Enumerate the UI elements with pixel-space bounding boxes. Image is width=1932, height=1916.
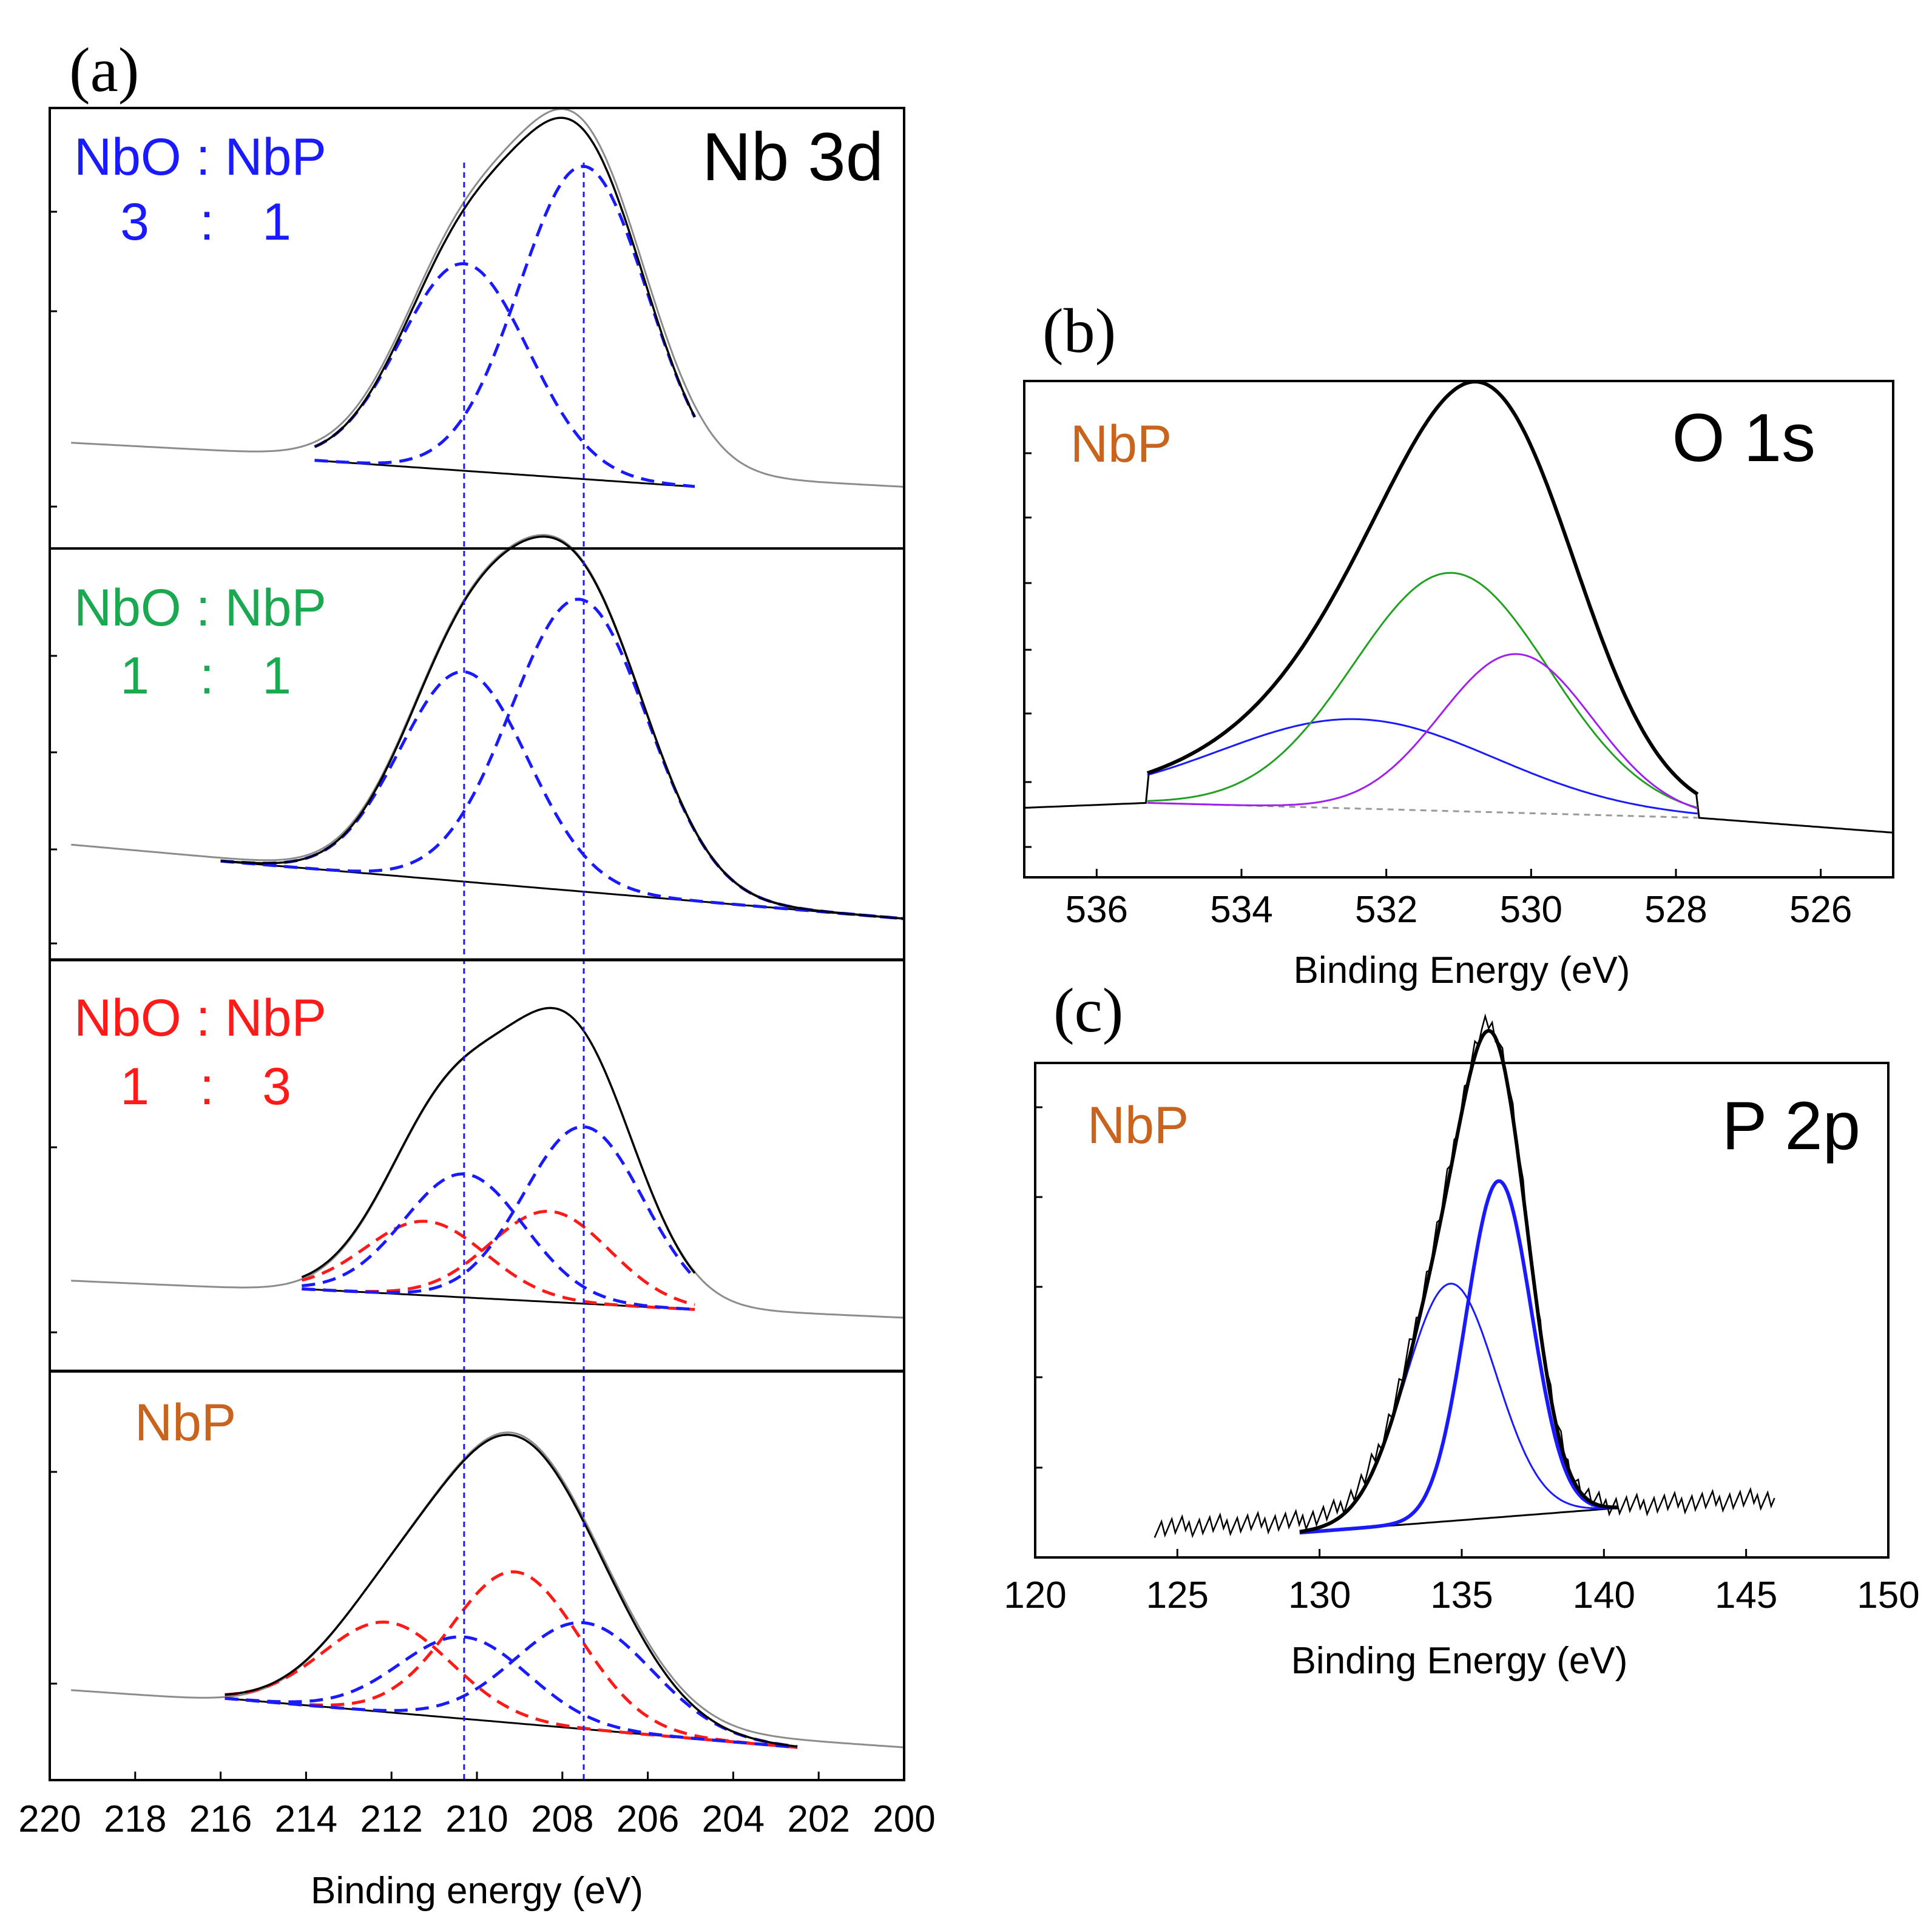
fit-component-thin: [1299, 1283, 1618, 1533]
subpanel-4-label: NbP: [135, 1394, 236, 1452]
panel-c-y-ticks: [1035, 1106, 1042, 1469]
panel-a-nb3d: (a) Nb 3d 220 218 216 214 212 210 208 206 204 202…: [18, 35, 935, 1912]
panel-b-x-tick-label: 530: [1500, 889, 1562, 931]
sample-label: NbP: [135, 1394, 236, 1452]
ratio-left: 1: [120, 1058, 149, 1116]
fit-component-blue: [302, 1125, 696, 1294]
panel-c-x-tick-label: 140: [1573, 1574, 1635, 1616]
fit-component-blue: [220, 670, 905, 920]
ratio-label-top: NbO : NbP: [74, 579, 326, 637]
ratio-sep: :: [200, 193, 214, 251]
panel-c-x-tick-label: 150: [1857, 1574, 1919, 1616]
fit-component-blue: [225, 1635, 798, 1749]
panel-b-x-tick-label: 528: [1644, 889, 1707, 931]
panel-a-title: Nb 3d: [702, 119, 883, 195]
fit-component-blue: [302, 1172, 695, 1311]
fit-component-purple: [1147, 653, 1698, 809]
panel-a-x-tick-label: 212: [360, 1798, 422, 1840]
panel-a-x-tick-label: 218: [104, 1798, 166, 1840]
fit-envelope: [225, 1434, 798, 1748]
panel-b-x-ticks: 536 534 532 530 528 526: [1066, 869, 1852, 931]
panel-c-p2p: (c) 120 125 130 135 140 145 150 NbP P 2p Bindi…: [1004, 976, 1919, 1682]
ratio-sep: :: [200, 647, 214, 705]
fit-envelope: [1299, 1028, 1618, 1534]
subpanel-3-label: NbO : NbP 1 : 3: [74, 989, 326, 1116]
panel-b-x-tick-label: 536: [1066, 889, 1128, 931]
panel-a-x-tick-label: 220: [18, 1798, 81, 1840]
panel-a-x-tick-label: 204: [702, 1798, 765, 1840]
subpanel-1-curves: [71, 108, 905, 488]
panel-c-x-tick-label: 125: [1146, 1574, 1209, 1616]
ratio-label-top: NbO : NbP: [74, 989, 326, 1047]
fit-envelope: [220, 535, 905, 920]
panel-c-x-ticks: 120 125 130 135 140 145 150: [1004, 1549, 1920, 1616]
panel-a-x-tick-label: 210: [445, 1798, 508, 1840]
ratio-label-top: NbO : NbP: [74, 128, 326, 186]
ratio-right: 1: [262, 193, 291, 251]
fit-component-red: [225, 1621, 798, 1749]
panel-c-x-tick-label: 135: [1430, 1574, 1493, 1616]
fit-envelope: [314, 116, 696, 448]
raw-spectrum: [71, 108, 905, 488]
panel-c-x-tick-label: 145: [1715, 1574, 1777, 1616]
panel-a-x-tick-label: 214: [275, 1798, 337, 1840]
panel-b-x-tick-label: 526: [1789, 889, 1852, 931]
fit-component-blue: [225, 1621, 798, 1749]
fit-component-red: [301, 1219, 695, 1311]
panel-b-title: O 1s: [1672, 400, 1815, 476]
panel-a-plot-area: [71, 108, 905, 1749]
panel-b-x-tick-label: 534: [1210, 889, 1272, 931]
panel-b-x-axis-label: Binding Energy (eV): [1294, 950, 1630, 991]
sample-label: NbP: [1087, 1096, 1189, 1155]
panel-b-label: (b): [1042, 296, 1116, 366]
panel-b-x-tick-label: 532: [1355, 889, 1417, 931]
raw-spectrum: [1153, 1013, 1775, 1539]
ratio-right: 1: [262, 647, 291, 705]
shirley-baseline: [314, 459, 695, 488]
fit-envelope: [1146, 379, 1699, 796]
panel-c-label: (c): [1053, 976, 1123, 1045]
ratio-left: 3: [120, 193, 149, 251]
raw-spectrum: [71, 1007, 905, 1319]
fit-component-blue: [1147, 718, 1698, 815]
panel-b-plot-area: [1024, 379, 1894, 834]
panel-a-x-ticks: 220 218 216 214 212 210 208 206 204 202 200: [18, 1772, 936, 1840]
fit-component-blue: [220, 598, 905, 920]
panel-c-title: P 2p: [1722, 1088, 1860, 1164]
ratio-sep: :: [200, 1058, 214, 1116]
subpanel-4-curves: [71, 1431, 905, 1749]
panel-a-x-tick-label: 206: [616, 1798, 679, 1840]
ratio-right: 3: [262, 1058, 291, 1116]
fit-component-blue: [314, 262, 695, 488]
panel-a-frame: [49, 107, 905, 1781]
subpanel-2-curves: [71, 534, 905, 920]
panel-a-x-tick-label: 216: [189, 1798, 252, 1840]
ratio-left: 1: [120, 647, 149, 705]
sample-label: NbP: [1070, 415, 1172, 473]
panel-a-x-tick-label: 208: [531, 1798, 593, 1840]
panel-a-x-tick-label: 202: [787, 1798, 849, 1840]
fit-component-fitgreen: [1147, 572, 1698, 809]
panel-b-frame: [1023, 380, 1894, 879]
subpanel-3-curves: [71, 1007, 905, 1319]
fit-component-blue: [314, 164, 697, 465]
panel-c-x-tick-label: 130: [1288, 1574, 1351, 1616]
panel-a-y-ticks: [50, 211, 57, 1685]
panel-c-x-axis-label: Binding Energy (eV): [1291, 1640, 1628, 1682]
panel-c-x-tick-label: 120: [1004, 1574, 1066, 1616]
panel-a-x-axis-label: Binding energy (eV): [311, 1870, 643, 1912]
fit-envelope: [301, 1007, 696, 1278]
panel-b-y-ticks: [1024, 452, 1032, 848]
subpanel-2-label: NbO : NbP 1 : 1: [74, 579, 326, 705]
subpanel-1-label: NbO : NbP 3 : 1: [74, 128, 326, 251]
reference-lines: [463, 163, 585, 1780]
fit-component-thick: [1299, 1179, 1618, 1535]
panel-a-label: (a): [69, 35, 139, 105]
panel-c-plot-area: [1153, 1013, 1775, 1539]
panel-b-o1s: (b) 536 534 532 530 528 526 NbP O 1s Binding …: [1023, 296, 1894, 991]
raw-spectrum: [71, 1431, 905, 1749]
panel-a-x-tick-label: 200: [873, 1798, 935, 1840]
